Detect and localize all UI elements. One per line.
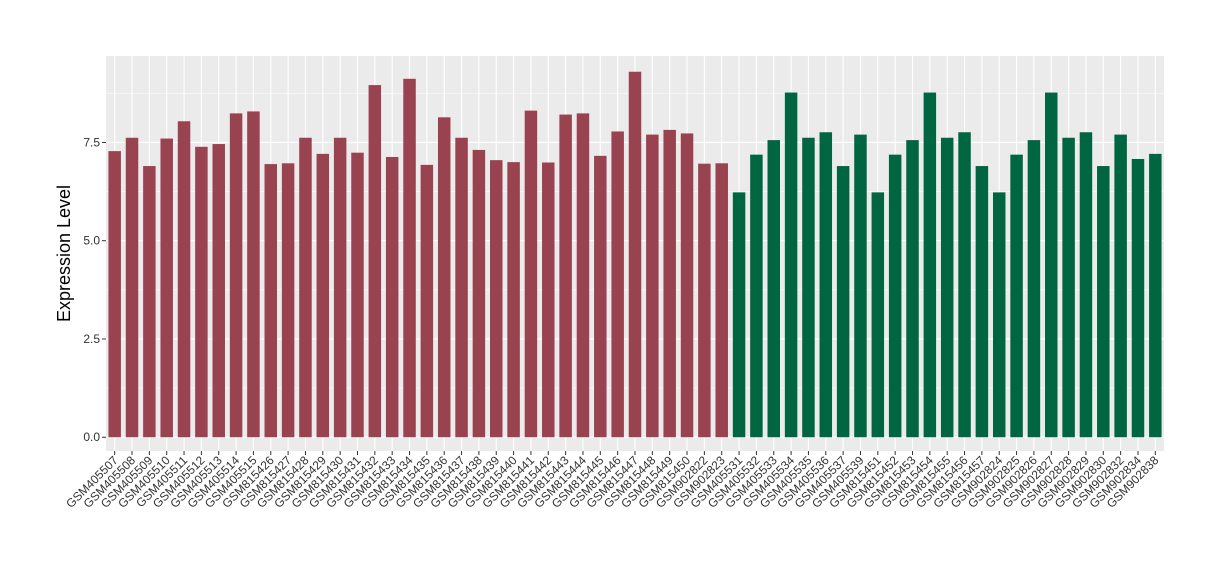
bar bbox=[177, 121, 191, 438]
bar bbox=[403, 78, 416, 438]
bar bbox=[784, 92, 798, 438]
bar bbox=[1149, 153, 1162, 438]
bar bbox=[229, 113, 243, 438]
bar bbox=[507, 162, 520, 438]
bar bbox=[958, 132, 971, 438]
bar bbox=[385, 157, 399, 438]
y-tick-label: 0.0 bbox=[83, 430, 100, 444]
bar bbox=[871, 192, 885, 438]
bar bbox=[1010, 154, 1023, 438]
bar bbox=[1079, 132, 1093, 438]
bar bbox=[333, 137, 347, 438]
bar bbox=[281, 163, 295, 438]
bar bbox=[819, 132, 833, 438]
bar bbox=[732, 192, 746, 438]
bar bbox=[767, 140, 780, 438]
y-tick-label: 5.0 bbox=[83, 234, 100, 248]
bar bbox=[940, 137, 954, 438]
bar bbox=[1062, 137, 1075, 438]
y-axis: 0.0 2.5 5.0 7.5 bbox=[83, 135, 106, 444]
bar bbox=[264, 164, 278, 438]
bar bbox=[1045, 92, 1058, 438]
y-tick-label: 7.5 bbox=[83, 135, 100, 149]
bar bbox=[143, 166, 156, 438]
bar bbox=[611, 131, 624, 438]
bar bbox=[195, 146, 208, 438]
bars bbox=[108, 71, 1162, 438]
bar bbox=[212, 144, 225, 438]
bar bbox=[108, 151, 121, 438]
bar bbox=[125, 137, 139, 438]
y-axis-title: Expression Level bbox=[54, 185, 74, 322]
bar bbox=[542, 162, 555, 438]
bar bbox=[906, 140, 919, 438]
bar bbox=[524, 110, 538, 438]
bar bbox=[888, 154, 902, 438]
bar bbox=[750, 154, 763, 438]
bar bbox=[1097, 166, 1110, 438]
bar bbox=[437, 117, 451, 438]
bar bbox=[663, 129, 676, 438]
bar bbox=[975, 166, 989, 438]
bar bbox=[836, 166, 850, 438]
bar bbox=[923, 92, 937, 438]
x-axis: GSM405507GSM405508GSM405509GSM405510GSM4… bbox=[63, 451, 1162, 511]
y-tick-label: 2.5 bbox=[83, 332, 100, 346]
bar bbox=[299, 137, 312, 438]
bar bbox=[1114, 134, 1127, 438]
bar bbox=[628, 71, 642, 438]
bar bbox=[316, 153, 330, 438]
bar bbox=[1131, 158, 1145, 438]
bar bbox=[698, 163, 711, 438]
bar bbox=[472, 149, 486, 438]
bar bbox=[420, 164, 434, 438]
bar bbox=[576, 113, 590, 438]
bar bbox=[680, 133, 694, 438]
bar bbox=[854, 134, 867, 438]
bar bbox=[351, 152, 364, 438]
bar bbox=[646, 134, 659, 438]
bar bbox=[559, 114, 572, 438]
bar bbox=[1027, 140, 1041, 438]
bar bbox=[490, 160, 503, 438]
bar bbox=[802, 137, 815, 438]
bar bbox=[160, 138, 173, 438]
bar bbox=[594, 155, 607, 438]
bar bbox=[455, 137, 468, 438]
bar bbox=[247, 111, 260, 438]
bar bbox=[715, 163, 728, 438]
bar bbox=[368, 85, 382, 438]
bar bbox=[992, 192, 1006, 438]
